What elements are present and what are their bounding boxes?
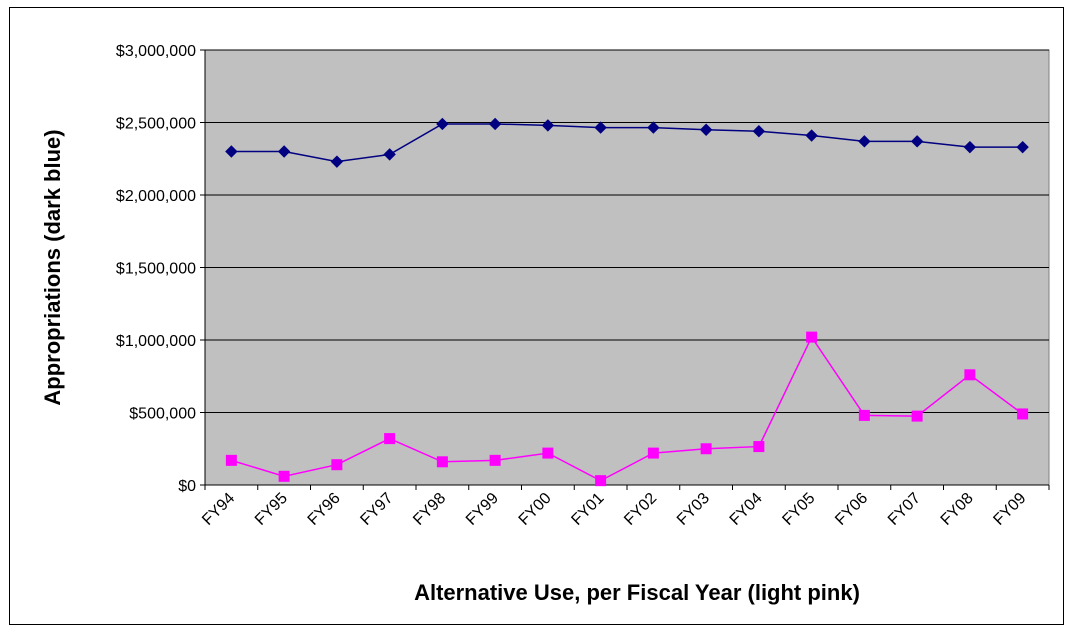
x-tick-label: FY00 — [516, 490, 555, 529]
series-lines — [231, 123, 1024, 482]
data-point-alternative_use — [700, 443, 712, 455]
x-tick-label: FY98 — [410, 490, 449, 529]
data-point-alternative_use — [542, 447, 554, 459]
x-tick-label: FY95 — [252, 490, 291, 529]
data-point-alternative_use — [489, 454, 501, 466]
gridlines — [200, 49, 1049, 486]
series-line-appropriations — [231, 123, 1023, 163]
x-tick-label: FY97 — [357, 490, 396, 529]
data-point-alternative_use — [964, 369, 976, 381]
x-tick-label: FY99 — [463, 490, 502, 529]
series-line-alternative_use — [231, 335, 1024, 482]
x-tick-label: FY03 — [674, 490, 713, 529]
x-tick-label: FY94 — [199, 490, 238, 529]
data-point-alternative_use — [331, 459, 343, 471]
data-point-alternative_use — [806, 331, 818, 343]
data-point-appropriations — [1016, 140, 1029, 154]
x-tick-label: FY07 — [885, 490, 924, 529]
data-point-appropriations — [225, 145, 238, 158]
y-tick-label: $0 — [178, 478, 196, 495]
x-tick-label: FY04 — [727, 490, 766, 529]
data-point-appropriations — [541, 119, 555, 132]
y-axis-title: Appropriations (dark blue) — [40, 129, 65, 405]
data-point-appropriations — [436, 117, 449, 131]
data-point-alternative_use — [436, 456, 448, 468]
x-tick-label: FY08 — [938, 490, 977, 529]
data-point-alternative_use — [753, 441, 765, 453]
data-point-appropriations — [488, 117, 502, 131]
data-point-alternative_use — [595, 475, 607, 487]
x-tick-labels: FY94 FY95 FY96 FY97 FY98 FY99 FY00 FY01 FY02 FY03… — [199, 490, 1029, 529]
data-point-appropriations — [858, 135, 871, 148]
data-point-appropriations — [699, 123, 713, 136]
y-tick-label: $1,000,000 — [116, 333, 196, 350]
x-tick-label: FY01 — [568, 490, 607, 529]
y-tick-labels: $0 $500,000 $1,000,000 $1,500,000 $2,000,000… — [116, 43, 196, 495]
data-point-appropriations — [805, 129, 818, 142]
y-tick-label: $2,500,000 — [116, 116, 196, 133]
data-point-alternative_use — [278, 470, 290, 482]
axes — [204, 50, 1050, 490]
series-markers — [225, 117, 1029, 487]
y-tick-label: $1,500,000 — [116, 261, 196, 278]
data-point-alternative_use — [1017, 408, 1029, 420]
data-point-alternative_use — [858, 409, 870, 421]
y-tick-label: $2,000,000 — [116, 188, 196, 205]
data-point-appropriations — [330, 155, 344, 168]
x-axis-title: Alternative Use, per Fiscal Year (light … — [414, 580, 860, 605]
data-point-appropriations — [277, 145, 291, 158]
y-tick-label: $500,000 — [129, 406, 196, 423]
x-tick-label: FY05 — [779, 490, 818, 529]
x-tick-label: FY06 — [832, 490, 871, 529]
x-tick-label: FY96 — [305, 490, 344, 529]
x-tick-label: FY02 — [621, 490, 660, 529]
data-point-appropriations — [594, 121, 607, 134]
y-tick-label: $3,000,000 — [116, 43, 196, 60]
data-point-alternative_use — [225, 454, 237, 466]
data-point-appropriations — [963, 140, 977, 154]
data-point-appropriations — [383, 148, 396, 161]
x-tick-label: FY09 — [990, 490, 1029, 529]
data-point-appropriations — [910, 135, 924, 148]
data-point-alternative_use — [384, 433, 396, 445]
data-point-appropriations — [647, 121, 660, 134]
data-point-appropriations — [752, 124, 766, 138]
data-point-alternative_use — [647, 447, 659, 459]
data-point-alternative_use — [911, 410, 923, 422]
